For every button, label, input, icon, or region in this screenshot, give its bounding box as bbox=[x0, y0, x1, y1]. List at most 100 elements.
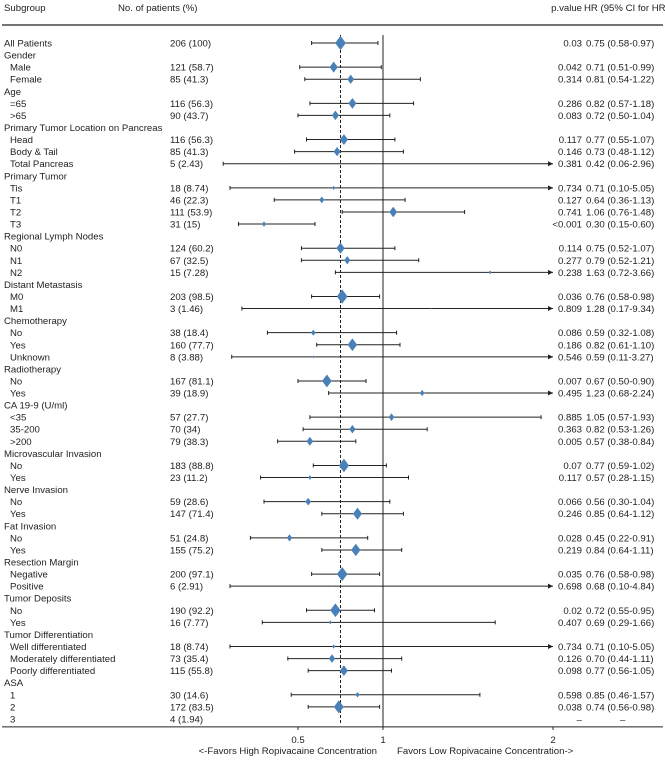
p-value: 0.127 bbox=[558, 195, 582, 206]
subgroup-heading: Regional Lymph Nodes bbox=[4, 232, 104, 243]
p-value: 0.734 bbox=[558, 642, 583, 653]
hr-ci-text: 0.59 (0.32-1.08) bbox=[586, 328, 654, 339]
subgroup-label: M1 bbox=[10, 304, 23, 315]
patient-count: 18 (8.74) bbox=[170, 642, 208, 653]
patient-count: 39 (18.9) bbox=[170, 389, 208, 400]
patient-count: 121 (58.7) bbox=[170, 63, 214, 74]
ci-arrow bbox=[548, 583, 553, 589]
subgroup-label: T3 bbox=[10, 220, 21, 231]
hr-diamond bbox=[310, 329, 316, 336]
p-value: 0.238 bbox=[558, 268, 582, 279]
hr-ci-text: 0.59 (0.11-3.27) bbox=[586, 352, 654, 363]
hr-ci-text: 1.05 (0.57-1.93) bbox=[586, 413, 654, 424]
hr-ci-text: 0.56 (0.30-1.04) bbox=[586, 497, 654, 508]
patient-count: 5 (2.43) bbox=[170, 159, 203, 170]
header-subgroup: Subgroup bbox=[4, 3, 46, 14]
subgroup-heading: Radiotherapy bbox=[4, 364, 61, 375]
hr-diamond bbox=[349, 425, 356, 434]
hr-diamond bbox=[388, 413, 395, 421]
p-value: <0.001 bbox=[552, 220, 582, 231]
patient-count: 85 (41.3) bbox=[170, 147, 208, 158]
hr-ci-text: 0.75 (0.52-1.07) bbox=[586, 244, 654, 255]
hr-diamond bbox=[335, 35, 346, 51]
hr-ci-text: 0.57 (0.28-1.15) bbox=[586, 473, 654, 484]
patient-count: 206 (100) bbox=[170, 39, 211, 50]
header-pvalue: p.value bbox=[551, 3, 582, 14]
hr-ci-text: 0.82 (0.61-1.10) bbox=[586, 340, 654, 351]
subgroup-label: =65 bbox=[10, 99, 26, 110]
hr-diamond bbox=[339, 134, 348, 145]
hr-diamond bbox=[352, 507, 363, 520]
p-value: 0.363 bbox=[558, 425, 582, 436]
hr-diamond bbox=[488, 270, 492, 275]
subgroup-label: Female bbox=[10, 75, 42, 86]
p-value: – bbox=[577, 714, 583, 725]
hr-diamond bbox=[328, 654, 336, 663]
ci-arrow bbox=[548, 161, 553, 167]
hr-ci-text: – bbox=[620, 714, 626, 725]
hr-ci-text: 0.70 (0.44-1.11) bbox=[586, 654, 654, 665]
patient-count: 160 (77.7) bbox=[170, 340, 214, 351]
hr-ci-text: 0.30 (0.15-0.60) bbox=[586, 220, 654, 231]
patient-count: 3 (1.46) bbox=[170, 304, 203, 315]
subgroup-label: Yes bbox=[10, 340, 26, 351]
p-value: 0.186 bbox=[558, 340, 582, 351]
subgroup-heading: Tumor Deposits bbox=[4, 594, 72, 605]
hr-ci-text: 0.73 (0.48-1.12) bbox=[586, 147, 654, 158]
hr-ci-text: 0.77 (0.56-1.05) bbox=[586, 666, 654, 677]
p-value: 0.098 bbox=[558, 666, 582, 677]
p-value: 0.381 bbox=[558, 159, 582, 170]
hr-ci-text: 0.79 (0.52-1.21) bbox=[586, 256, 654, 267]
subgroup-label: Yes bbox=[10, 473, 26, 484]
subgroup-label: No bbox=[10, 606, 22, 617]
hr-ci-text: 0.77 (0.59-1.02) bbox=[586, 461, 654, 472]
hr-ci-text: 0.75 (0.58-0.97) bbox=[586, 39, 654, 50]
patient-count: 67 (32.5) bbox=[170, 256, 208, 267]
subgroup-label: 35-200 bbox=[10, 425, 40, 436]
patient-count: 90 (43.7) bbox=[170, 111, 208, 122]
ci-arrow bbox=[548, 644, 553, 649]
hr-ci-text: 0.42 (0.06-2.96) bbox=[586, 159, 654, 170]
patient-count: 190 (92.2) bbox=[170, 606, 214, 617]
hr-diamond bbox=[333, 700, 344, 714]
p-value: 0.598 bbox=[558, 690, 582, 701]
hr-diamond bbox=[347, 338, 358, 352]
p-value: 0.146 bbox=[558, 147, 582, 158]
hr-ci-text: 0.71 (0.10-5.05) bbox=[586, 183, 654, 194]
hr-diamond bbox=[344, 256, 351, 265]
hr-ci-text: 0.71 (0.51-0.99) bbox=[586, 63, 654, 74]
subgroup-label: Tis bbox=[10, 183, 23, 194]
patient-count: 70 (34) bbox=[170, 425, 200, 436]
p-value: 0.066 bbox=[558, 497, 582, 508]
subgroup-label: T2 bbox=[10, 207, 21, 218]
hr-diamond bbox=[312, 355, 315, 359]
header-patients: No. of patients (%) bbox=[118, 3, 197, 14]
favors-right-label: Favors Low Ropivacaine Concentration-> bbox=[397, 746, 574, 757]
hr-ci-text: 0.85 (0.46-1.57) bbox=[586, 690, 654, 701]
p-value: 0.005 bbox=[558, 437, 582, 448]
p-value: 0.03 bbox=[563, 39, 582, 50]
subgroup-label: No bbox=[10, 461, 22, 472]
subgroup-label: 1 bbox=[10, 690, 15, 701]
hr-diamond bbox=[347, 74, 355, 84]
hr-ci-text: 0.76 (0.58-0.98) bbox=[586, 292, 654, 303]
subgroup-label: Yes bbox=[10, 509, 26, 520]
hr-ci-text: 0.57 (0.38-0.84) bbox=[586, 437, 654, 448]
patient-count: 4 (1.94) bbox=[170, 714, 203, 725]
p-value: 0.809 bbox=[558, 304, 582, 315]
patient-count: 8 (3.88) bbox=[170, 352, 203, 363]
hr-diamond bbox=[348, 97, 357, 109]
hr-diamond bbox=[336, 242, 345, 254]
patient-count: 59 (28.6) bbox=[170, 497, 208, 508]
subgroup-heading: CA 19-9 (U/ml) bbox=[4, 401, 67, 412]
patient-count: 116 (56.3) bbox=[170, 135, 213, 146]
hr-ci-text: 0.64 (0.36-1.13) bbox=[586, 195, 654, 206]
subgroup-label: 2 bbox=[10, 702, 15, 713]
hr-diamond bbox=[333, 147, 341, 157]
hr-diamond bbox=[331, 110, 339, 121]
subgroup-label: N2 bbox=[10, 268, 22, 279]
subgroup-label: Body & Tail bbox=[10, 147, 58, 158]
patient-count: 31 (15) bbox=[170, 220, 200, 231]
subgroup-label: <35 bbox=[10, 413, 26, 424]
